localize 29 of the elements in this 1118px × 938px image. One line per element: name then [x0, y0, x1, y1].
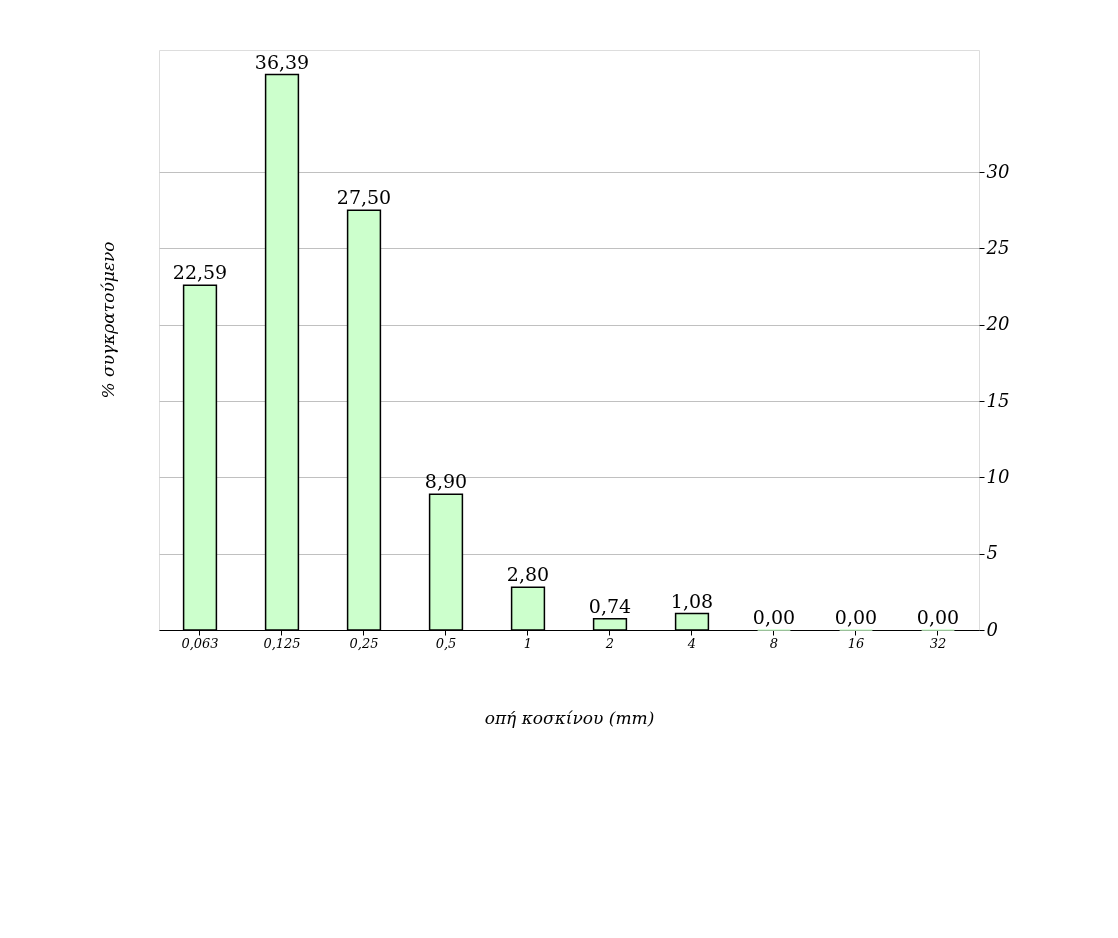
data-label: 22,59	[172, 261, 228, 284]
data-label: 2,80	[506, 563, 550, 586]
data-label: 27,50	[336, 186, 392, 209]
x-tick-label: 0,25	[349, 635, 379, 651]
x-tick-label: 0,125	[263, 635, 301, 651]
y-tick-label: 20	[985, 313, 1010, 335]
data-label: 0,74	[588, 594, 632, 617]
x-tick-label: 16	[847, 635, 865, 651]
data-label: 8,90	[424, 470, 468, 493]
y-tick-label: 30	[986, 160, 1010, 182]
data-label: 0,00	[752, 606, 796, 628]
data-label: 36,39	[254, 50, 310, 73]
x-tick-label: 0,5	[435, 635, 457, 651]
data-label: 0,00	[916, 606, 960, 628]
data-label: 0,00	[834, 606, 878, 628]
x-tick-label: 2	[604, 635, 615, 651]
y-axis-title: % συγκρατούμενο	[98, 241, 118, 399]
x-tick-label: 4	[686, 635, 697, 651]
y-tick-label: 25	[985, 236, 1010, 258]
y-tick-label: 0	[986, 618, 998, 640]
y-tick-label: 5	[986, 542, 998, 564]
x-axis-title: οπή κοσκίνου (mm)	[484, 707, 655, 728]
x-tick-label: 0,063	[181, 635, 219, 651]
x-tick-label: 1	[523, 635, 533, 651]
x-tick-label: 8	[769, 635, 779, 651]
data-label: 1,08	[670, 589, 714, 612]
x-tick-label: 32	[929, 635, 947, 651]
y-tick-label: 15	[986, 389, 1010, 411]
y-tick-label: 10	[986, 465, 1010, 487]
